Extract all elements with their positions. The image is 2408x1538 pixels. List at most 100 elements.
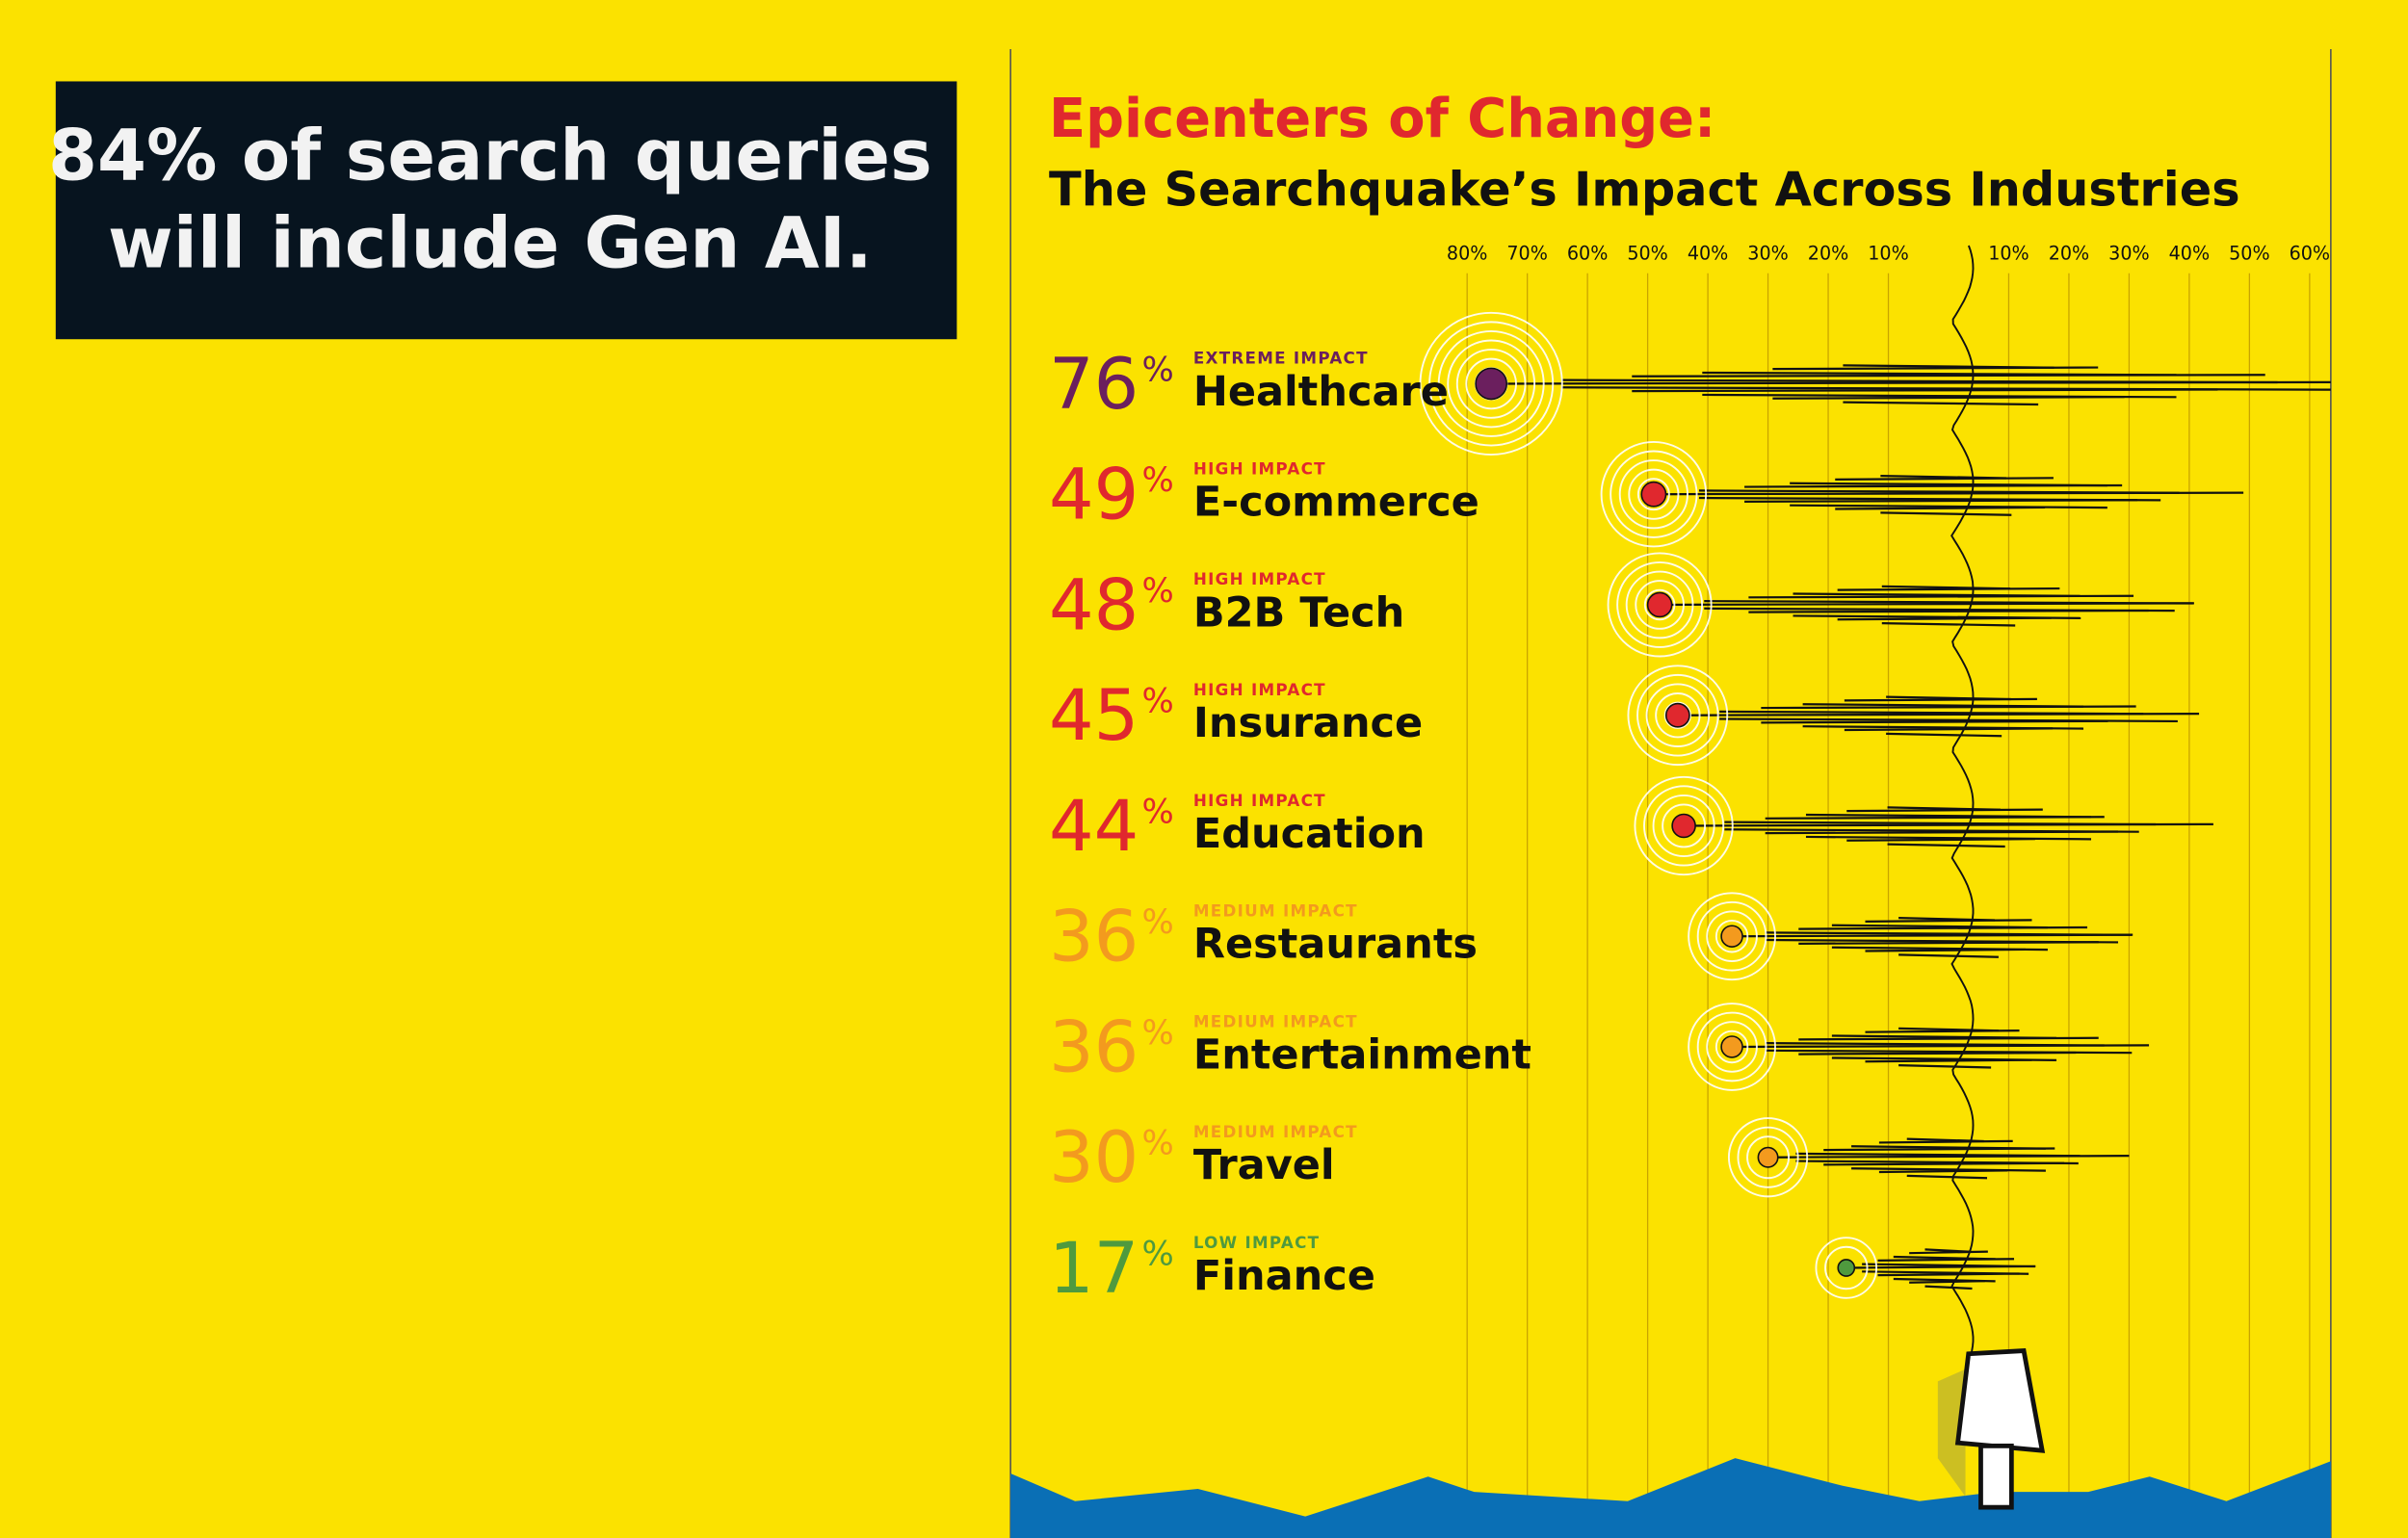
- wave-line: [1491, 380, 2331, 385]
- ring: [1652, 794, 1715, 857]
- wave-line: [1748, 594, 2134, 599]
- ring: [1437, 329, 1545, 437]
- ring: [1607, 552, 1713, 658]
- percent-value: 48: [1049, 564, 1139, 646]
- ring: [1628, 468, 1680, 520]
- percent-unit: %: [1141, 1124, 1173, 1163]
- headline-box: [55, 81, 957, 340]
- percent-unit: %: [1141, 350, 1173, 389]
- wave-line: [1823, 1161, 2065, 1166]
- wave-line: [1790, 504, 2107, 509]
- wave-line: [1798, 925, 2088, 930]
- ring: [1636, 673, 1719, 757]
- wave-line: [1846, 838, 2035, 842]
- wave-line: [1767, 1155, 2130, 1159]
- wave-line: [1906, 1174, 1988, 1180]
- percent-unit: %: [1141, 792, 1173, 831]
- impact-label: LOW IMPACT: [1193, 1233, 1320, 1252]
- ring: [1419, 311, 1563, 456]
- wave-line: [1909, 1250, 1988, 1255]
- wave-line: [1761, 705, 2136, 710]
- percent-unit: %: [1141, 571, 1173, 611]
- epicenter: [1720, 925, 1743, 948]
- wave-line: [1772, 396, 2125, 400]
- category-label: B2B Tech: [1193, 588, 1404, 637]
- ring: [1714, 920, 1749, 953]
- grid: 80% 70% 60% 50% 40% 30% 20% 10% 10% 20% 30% 40% 50% 6…: [1447, 242, 2330, 1520]
- wave-line: [1881, 621, 2016, 627]
- ring: [1655, 692, 1701, 739]
- category-label: Entertainment: [1193, 1030, 1531, 1079]
- ring: [1645, 683, 1711, 747]
- wave-line: [1865, 1029, 2020, 1033]
- x-tick-label: 10%: [1868, 242, 1908, 264]
- ring: [1696, 900, 1767, 972]
- wave-line: [1877, 1258, 2015, 1262]
- pen-shadow: [1937, 1369, 1966, 1497]
- impact-label: MEDIUM IMPACT: [1193, 901, 1358, 921]
- wave-line: [1844, 697, 2037, 702]
- ring: [1618, 459, 1688, 530]
- impact-label: EXTREME IMPACT: [1193, 349, 1369, 368]
- waves: [1419, 245, 2331, 1356]
- impact-label: HIGH IMPACT: [1193, 680, 1326, 699]
- wave-line: [1837, 587, 2060, 591]
- epicenter: [1837, 1259, 1856, 1277]
- chart-subtitle: The Searchquake’s Impact Across Industri…: [1049, 162, 2240, 218]
- wave-line: [1761, 719, 2108, 724]
- ring: [1643, 588, 1676, 621]
- impact-label: HIGH IMPACT: [1193, 569, 1326, 588]
- ring: [1746, 1135, 1791, 1180]
- x-tick-label: 70%: [1506, 242, 1547, 264]
- wave-line: [1880, 511, 2012, 516]
- category-label: Healthcare: [1193, 368, 1449, 416]
- wave-line: [1805, 835, 2092, 841]
- x-tick-label: 50%: [1627, 242, 1667, 264]
- x-tick-label: 30%: [2108, 242, 2149, 264]
- ring: [1447, 339, 1536, 429]
- x-tick-label: 10%: [1988, 242, 2028, 264]
- percent-unit: %: [1141, 460, 1173, 500]
- ring: [1663, 701, 1691, 729]
- ring: [1706, 910, 1758, 963]
- wave-line: [1878, 1169, 2008, 1174]
- impact-label: MEDIUM IMPACT: [1193, 1011, 1358, 1030]
- x-tick-label: 30%: [1747, 242, 1788, 264]
- wave-line: [1843, 401, 2039, 406]
- percent-value: 45: [1049, 675, 1139, 757]
- epicenter: [1640, 481, 1667, 508]
- wave-line: [1909, 1280, 1985, 1284]
- wave-line: [1748, 609, 2149, 613]
- wave-line: [1887, 843, 2005, 848]
- percent-value: 36: [1049, 1006, 1139, 1088]
- wave-line: [1846, 808, 2043, 813]
- wave-line: [1653, 491, 2244, 496]
- wave-line: [1660, 602, 2194, 607]
- ring: [1634, 775, 1734, 876]
- wave-line: [1744, 483, 2123, 488]
- wave-line: [1823, 1147, 2055, 1152]
- wave-line: [1844, 727, 2054, 732]
- x-tick-label: 50%: [2229, 242, 2269, 264]
- headline-line: 84% of search queries: [48, 115, 932, 196]
- ring: [1714, 1030, 1749, 1064]
- ring: [1610, 450, 1698, 538]
- epicenter: [1720, 1035, 1743, 1058]
- wave-line: [1865, 1058, 2032, 1063]
- impact-label: HIGH IMPACT: [1193, 458, 1326, 478]
- ring: [1688, 892, 1776, 981]
- percent-value: 49: [1049, 455, 1139, 536]
- wave-line: [1877, 1272, 2020, 1277]
- wave-line: [1744, 499, 2138, 503]
- x-tick-label: 20%: [1808, 242, 1848, 264]
- pen-head: [1954, 1348, 2046, 1453]
- wave-line: [1898, 1063, 1992, 1069]
- epicenter: [1671, 813, 1696, 839]
- percent-unit: %: [1141, 1013, 1173, 1053]
- ring: [1706, 1021, 1758, 1073]
- ring: [1643, 785, 1725, 867]
- ring: [1636, 478, 1670, 511]
- ring: [1688, 1003, 1776, 1091]
- wave-line: [1732, 933, 2133, 938]
- epicenter: [1475, 367, 1508, 401]
